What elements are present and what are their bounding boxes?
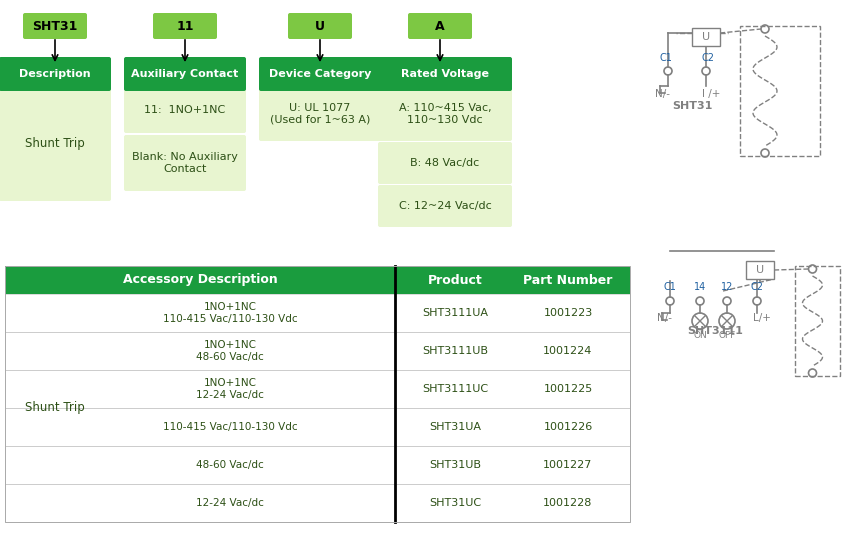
Text: SHT31UB: SHT31UB [429,460,481,470]
Text: SHT31: SHT31 [672,101,712,111]
Text: 1NO+1NC
12-24 Vac/dc: 1NO+1NC 12-24 Vac/dc [196,378,264,400]
FancyBboxPatch shape [0,57,111,91]
Bar [692,28,720,46]
FancyBboxPatch shape [124,57,246,91]
FancyBboxPatch shape [378,87,512,141]
Bar [746,261,774,279]
Text: U: U [756,265,764,275]
Text: 1001228: 1001228 [543,498,593,508]
FancyBboxPatch shape [288,13,352,39]
Text: C1: C1 [659,53,673,63]
Text: 1001226: 1001226 [544,422,593,432]
FancyBboxPatch shape [124,135,246,191]
Text: Blank: No Auxiliary
Contact: Blank: No Auxiliary Contact [132,152,238,174]
Text: Description: Description [19,69,91,79]
Text: Rated Voltage: Rated Voltage [401,69,489,79]
Bar [5,266,630,522]
Bar [5,294,630,522]
FancyBboxPatch shape [23,13,87,39]
Text: A: A [435,19,445,33]
Text: B: 48 Vac/dc: B: 48 Vac/dc [411,158,480,168]
Text: U: UL 1077
(Used for 1~63 A): U: UL 1077 (Used for 1~63 A) [270,103,370,125]
FancyBboxPatch shape [378,142,512,184]
Text: Shunt Trip: Shunt Trip [25,401,85,414]
Text: 1001225: 1001225 [544,384,593,394]
Text: Shunt Trip: Shunt Trip [25,138,85,151]
Text: 1001227: 1001227 [543,460,593,470]
Text: Part Number: Part Number [524,273,613,287]
Text: L/+: L/+ [753,313,771,323]
Text: Auxiliary Contact: Auxiliary Contact [132,69,239,79]
Text: 1NO+1NC
110-415 Vac/110-130 Vdc: 1NO+1NC 110-415 Vac/110-130 Vdc [163,302,298,324]
Bar [740,26,820,156]
Text: 11: 11 [176,19,194,33]
Text: Product: Product [427,273,482,287]
Text: C: 12~24 Vac/dc: C: 12~24 Vac/dc [399,201,491,211]
Text: C2: C2 [701,53,715,63]
Text: SHT3111UC: SHT3111UC [422,384,488,394]
Text: 14: 14 [694,282,706,292]
Text: OFF: OFF [718,331,736,340]
Bar [795,266,840,376]
Text: Device Category: Device Category [269,69,371,79]
Text: SHT3111UB: SHT3111UB [422,346,488,356]
Text: l /+: l /+ [702,89,720,99]
Text: SHT3111: SHT3111 [687,326,743,336]
Text: C1: C1 [663,282,676,292]
Text: Accessory Description: Accessory Description [122,273,277,287]
Text: 12-24 Vac/dc: 12-24 Vac/dc [196,498,264,508]
FancyBboxPatch shape [408,13,472,39]
FancyBboxPatch shape [5,266,630,294]
Text: 1001224: 1001224 [543,346,593,356]
FancyBboxPatch shape [153,13,217,39]
Text: A: 110~415 Vac,
110~130 Vdc: A: 110~415 Vac, 110~130 Vdc [399,103,491,125]
FancyBboxPatch shape [259,87,381,141]
Text: 1001223: 1001223 [544,308,593,318]
Text: ON: ON [693,331,707,340]
FancyBboxPatch shape [378,57,512,91]
Text: U: U [315,19,325,33]
Text: 1NO+1NC
48-60 Vac/dc: 1NO+1NC 48-60 Vac/dc [196,340,264,362]
Text: SHT31: SHT31 [32,19,78,33]
Text: N/-: N/- [656,89,670,99]
Text: C2: C2 [750,282,764,292]
Text: 48-60 Vac/dc: 48-60 Vac/dc [196,460,264,470]
Text: 110-415 Vac/110-130 Vdc: 110-415 Vac/110-130 Vdc [163,422,298,432]
Text: SHT3111UA: SHT3111UA [422,308,488,318]
Text: N/-: N/- [658,313,673,323]
Text: 12: 12 [721,282,733,292]
Text: SHT31UC: SHT31UC [429,498,481,508]
FancyBboxPatch shape [259,57,381,91]
FancyBboxPatch shape [0,87,111,201]
Text: U: U [702,32,710,42]
Text: SHT31UA: SHT31UA [429,422,481,432]
FancyBboxPatch shape [378,185,512,227]
Text: 11:  1NO+1NC: 11: 1NO+1NC [144,105,226,115]
FancyBboxPatch shape [124,87,246,133]
